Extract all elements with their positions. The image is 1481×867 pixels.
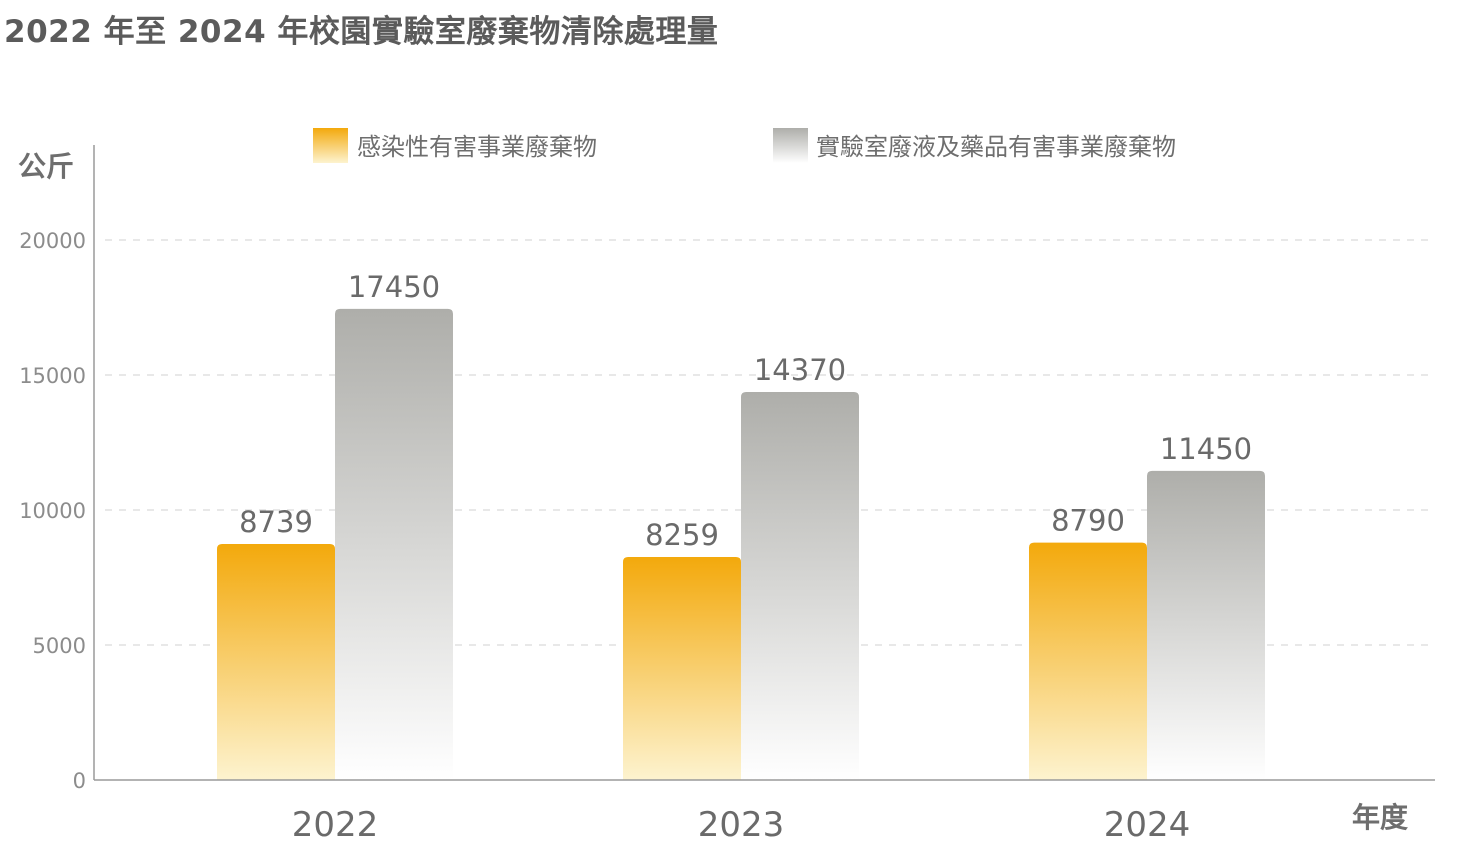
legend-label: 感染性有害事業廢棄物 xyxy=(357,133,597,161)
bar-infectious-2022 xyxy=(217,544,335,780)
x-tick-label: 2023 xyxy=(698,805,785,845)
y-tick-label: 20000 xyxy=(19,229,86,253)
data-label: 14370 xyxy=(754,353,846,387)
y-tick-label: 10000 xyxy=(19,499,86,523)
bar-lab-chemical-2024 xyxy=(1147,470,1265,780)
axes xyxy=(93,145,1435,781)
y-axis-title: 公斤 xyxy=(18,150,74,183)
bar-infectious-2024 xyxy=(1029,542,1147,780)
x-tick-label: 2022 xyxy=(292,805,379,845)
x-axis-title: 年度 xyxy=(1352,801,1408,834)
bar-lab-chemical-2023 xyxy=(741,392,859,780)
y-tick-label: 15000 xyxy=(19,364,86,388)
bar-infectious-2023 xyxy=(623,557,741,780)
data-label: 11450 xyxy=(1160,432,1252,466)
data-label: 17450 xyxy=(348,270,440,304)
bars xyxy=(217,308,1265,780)
bar-lab-chemical-2022 xyxy=(335,308,453,780)
legend: 感染性有害事業廢棄物 實驗室廢液及藥品有害事業廢棄物 xyxy=(313,128,1176,163)
legend-swatch xyxy=(773,128,808,163)
data-label: 8790 xyxy=(1051,504,1125,538)
x-tick-label: 2024 xyxy=(1104,805,1191,845)
data-label: 8259 xyxy=(645,518,719,552)
data-label: 8739 xyxy=(239,505,313,539)
chart-title: 2022 年至 2024 年校園實驗室廢棄物清除處理量 xyxy=(4,14,719,50)
y-tick-label: 0 xyxy=(73,769,86,793)
legend-swatch xyxy=(313,128,348,163)
y-tick-label: 5000 xyxy=(33,634,86,658)
legend-label: 實驗室廢液及藥品有害事業廢棄物 xyxy=(816,133,1176,161)
